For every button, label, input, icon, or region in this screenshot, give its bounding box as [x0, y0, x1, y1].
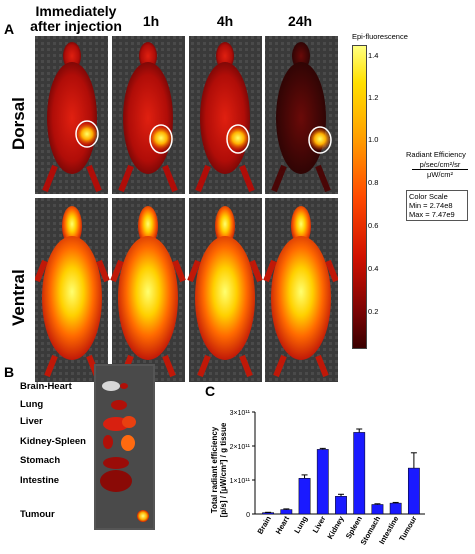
colorbar-units: p/sec/cm²/sr μW/cm² — [412, 160, 468, 179]
panel-c-letter: C — [205, 383, 216, 399]
organ-image — [94, 364, 155, 530]
y-tick-label: 2×10¹¹ — [230, 444, 251, 451]
colorbar-tick: 1.2 — [368, 93, 379, 102]
color-scale-max: Max = 7.47e9 — [409, 210, 455, 219]
colorbar-tick: 1.0 — [368, 135, 379, 144]
dorsal-tile-2 — [189, 36, 262, 194]
organ-label: Brain-Heart — [20, 381, 72, 392]
time-label-2: 4h — [216, 13, 234, 29]
bar — [262, 512, 275, 515]
colorbar-tick: 1.4 — [368, 51, 379, 60]
category-label: Kidney — [325, 514, 346, 541]
bar — [280, 509, 293, 515]
bar — [353, 432, 366, 515]
ventral-tile-2 — [187, 198, 263, 382]
colorbar-title: Epi-fluorescence — [352, 32, 408, 41]
ventral-tile-0 — [35, 198, 110, 382]
y-tick-label: 1×10¹¹ — [230, 478, 251, 485]
colorbar-tick: 0.4 — [368, 264, 379, 273]
bar — [407, 467, 420, 515]
panel-a-letter: A — [4, 21, 15, 37]
time-label-0: Immediately after injection — [30, 3, 122, 34]
bar — [316, 449, 329, 515]
dorsal-tile-3 — [265, 36, 338, 194]
colorbar-tick: 0.6 — [368, 221, 379, 230]
bar-chart: 0 1×10¹¹ 2×10¹¹ 3×10¹¹ Brain Heart Lung LiverKi… — [230, 410, 425, 546]
panel-b-letter: B — [4, 364, 15, 380]
chart-ylabel-line1: Total radiant efficiency — [210, 426, 219, 514]
bar — [389, 502, 402, 515]
category-label: Tumour — [397, 514, 419, 542]
category-label: Liver — [311, 514, 328, 534]
time-label-3: 24h — [287, 13, 313, 29]
time-label-1: 1h — [142, 13, 160, 29]
bar — [335, 496, 347, 515]
dorsal-tile-1 — [112, 36, 185, 194]
y-tick-label: 0 — [246, 512, 250, 519]
colorbar-tick: 0.2 — [368, 307, 379, 316]
organ-label: Liver — [20, 416, 43, 427]
row-label-dorsal: Dorsal — [9, 97, 28, 150]
bar — [298, 478, 311, 515]
colorbar — [352, 45, 367, 349]
y-tick-label: 3×10¹¹ — [230, 410, 251, 417]
organ-label: Stomach — [20, 455, 61, 466]
units-numerator: p/sec/cm²/sr — [412, 160, 468, 170]
category-label: Lung — [292, 514, 309, 535]
bar — [371, 504, 384, 515]
units-denominator: μW/cm² — [427, 170, 453, 179]
color-scale-min: Min = 2.74e8 — [409, 201, 453, 210]
row-label-ventral: Ventral — [9, 269, 28, 326]
organ-label: Tumour — [20, 509, 55, 520]
organ-label: Intestine — [20, 475, 60, 486]
dorsal-tile-0 — [35, 36, 108, 194]
mouse-image-grid — [35, 36, 338, 382]
colorbar-tick: 0.8 — [368, 178, 379, 187]
color-scale-box: Color Scale Min = 2.74e8 Max = 7.47e9 — [406, 190, 468, 221]
category-label: Brain — [255, 514, 273, 535]
colorbar-ticks: 1.4 1.2 1.0 0.8 0.6 0.4 0.2 — [368, 45, 390, 347]
color-scale-title: Color Scale — [409, 192, 448, 201]
category-label: Heart — [274, 514, 292, 536]
ventral-tile-3 — [263, 198, 338, 382]
ventral-tile-1 — [110, 198, 186, 382]
organ-label: Kidney-Spleen — [20, 436, 86, 447]
colorbar-units-label: Radiant Efficiency — [406, 150, 466, 159]
organ-label: Lung — [20, 399, 44, 410]
